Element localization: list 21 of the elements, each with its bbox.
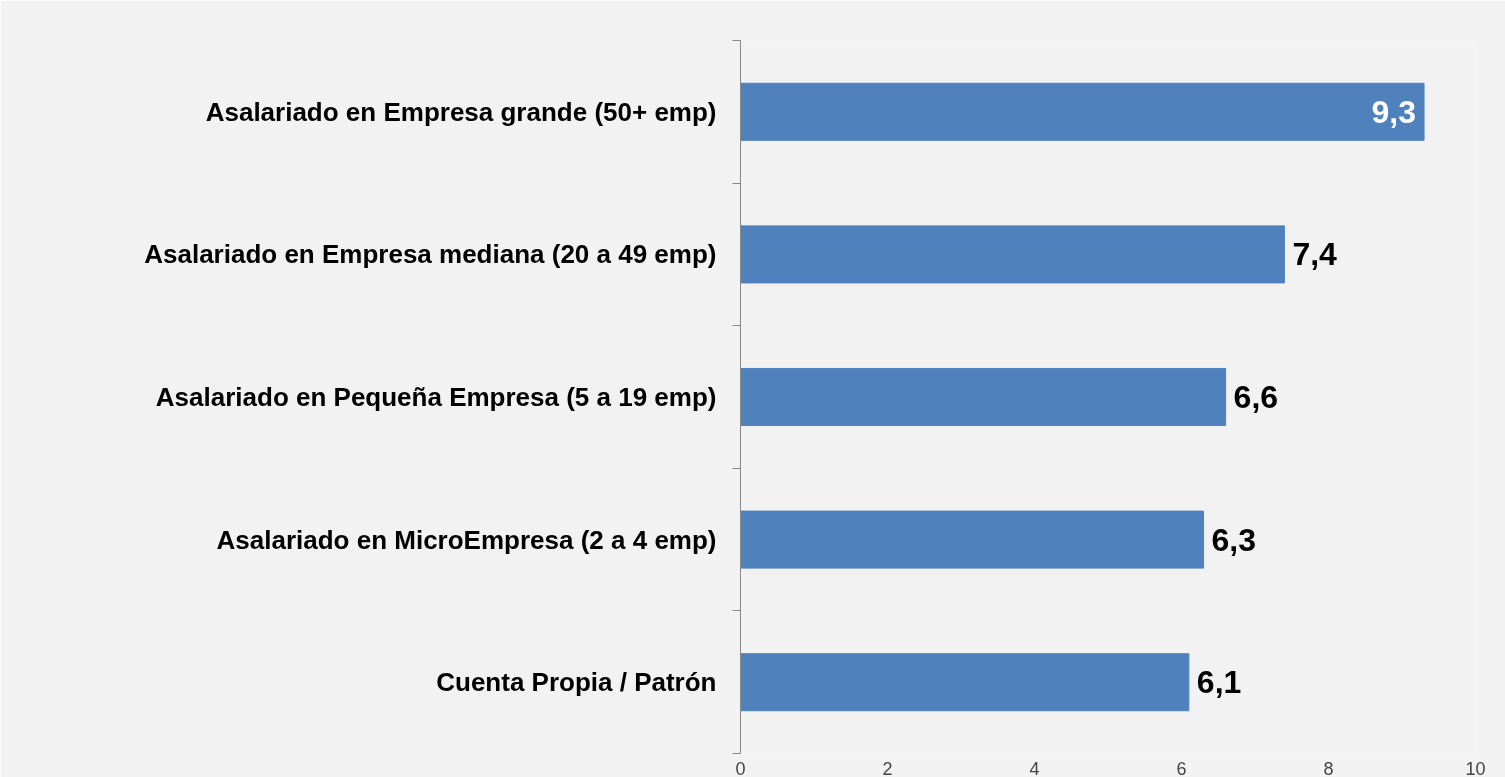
y-tick-label: Asalariado en Empresa mediana (20 a 49 emp): [144, 239, 717, 270]
x-tick-label: 10: [1465, 758, 1486, 777]
x-tick-label: 0: [735, 758, 746, 777]
x-tick-label: 4: [1029, 758, 1040, 777]
bar: [740, 367, 1227, 427]
data-label: 7,4: [1292, 236, 1338, 273]
bar: [740, 510, 1205, 569]
y-tick-label: Cuenta Propia / Patrón: [436, 667, 717, 698]
x-tick-label: 6: [1176, 758, 1187, 777]
x-tick-label: 8: [1323, 758, 1334, 777]
y-tick-label: Asalariado en MicroEmpresa (2 a 4 emp): [216, 524, 717, 555]
data-label: 9,3: [1371, 93, 1417, 130]
bar: [740, 653, 1190, 712]
data-label: 6,1: [1196, 664, 1242, 701]
bar: [740, 82, 1425, 141]
y-tick-label: Asalariado en Pequeña Empresa (5 a 19 emp): [155, 382, 717, 412]
x-tick-label: 2: [882, 758, 893, 777]
data-label: 6,3: [1211, 521, 1257, 558]
bar: [740, 225, 1285, 284]
y-tick-label: Asalariado en Empresa grande (50+ emp): [205, 96, 717, 127]
data-label: 6,6: [1233, 379, 1279, 415]
